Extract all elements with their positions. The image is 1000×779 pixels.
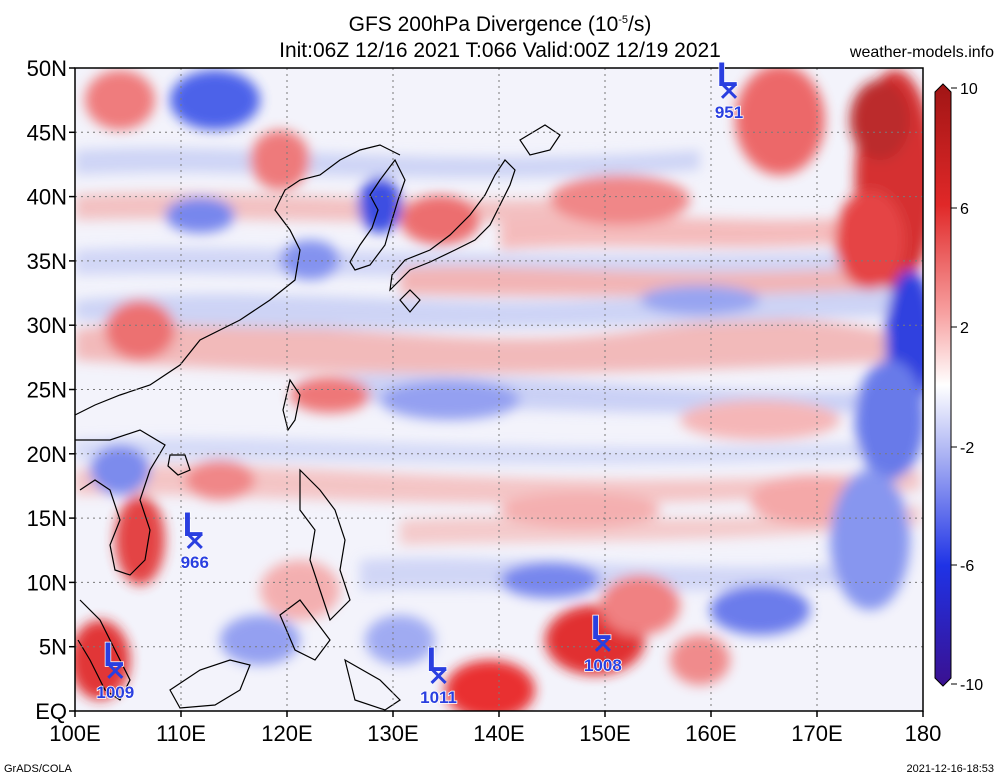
low-center-x: [107, 662, 124, 679]
field-layer: [75, 68, 923, 711]
lat-label: 35N: [27, 249, 67, 274]
lat-label: 10N: [27, 570, 67, 595]
low-pressure-value: 1011: [420, 688, 457, 707]
lon-label: 170E: [791, 721, 842, 746]
lon-label: 150E: [579, 721, 630, 746]
axis-ticks: [69, 67, 924, 717]
lat-label: 15N: [27, 506, 67, 531]
lon-label: 110E: [156, 721, 206, 746]
lat-label: 30N: [27, 313, 67, 338]
colorbar-label: 10: [960, 81, 978, 98]
colorbar-label: -10: [960, 677, 983, 694]
lon-label: 140E: [473, 721, 524, 746]
footer-software: GrADS/COLA: [4, 763, 72, 775]
colorbar-label: -2: [960, 440, 974, 457]
low-center-x: [720, 82, 738, 99]
lat-label: 5N: [39, 635, 67, 660]
lat-label: 25N: [27, 378, 67, 403]
low-center-x: [186, 532, 203, 550]
colorbar-labels: 10 6 2 -2 -6 -10: [951, 81, 983, 694]
low-pressure-value: 1009: [96, 683, 134, 702]
colorbar-scale: [934, 83, 952, 687]
low-pressure-value: 1008: [584, 656, 622, 675]
lat-label: 50N: [27, 56, 67, 81]
chart-subtitle: Init:06Z 12/16 2021 T:066 Valid:00Z 12/1…: [279, 39, 721, 62]
low-pressure-value: 951: [715, 103, 743, 122]
chart-title: GFS 200hPa Divergence (10-5/s): [348, 13, 652, 36]
lon-label: 130E: [367, 721, 418, 746]
longitude-labels: 100E 110E 120E 130E 140E 150E 160E 170E 180: [49, 721, 941, 746]
latitude-labels: 50N 45N 40N 35N 30N 25N 20N 15N 10N 5N EQ: [27, 56, 67, 724]
low-pressure-value: 966: [181, 553, 209, 572]
colorbar-label: 6: [960, 201, 969, 218]
lon-label: 120E: [261, 721, 312, 746]
colorbar-label: -6: [960, 558, 974, 575]
coastlines: [75, 124, 561, 711]
lat-label: 45N: [27, 120, 67, 145]
lon-label: 100E: [49, 721, 100, 746]
colorbar-label: 2: [960, 320, 969, 337]
lat-label: EQ: [35, 699, 67, 724]
site-credit: weather-models.info: [849, 44, 994, 61]
footer-timestamp: 2021-12-16-18:53: [906, 763, 994, 775]
lat-label: 40N: [27, 185, 67, 210]
lon-label: 180: [905, 721, 942, 746]
lat-label: 20N: [27, 442, 67, 467]
colorbar: 10 6 2 -2 -6 -10: [934, 81, 983, 694]
low-center-x: [594, 635, 611, 652]
low-center-x: [430, 667, 447, 685]
lon-label: 160E: [685, 721, 736, 746]
graticule: [75, 68, 923, 711]
